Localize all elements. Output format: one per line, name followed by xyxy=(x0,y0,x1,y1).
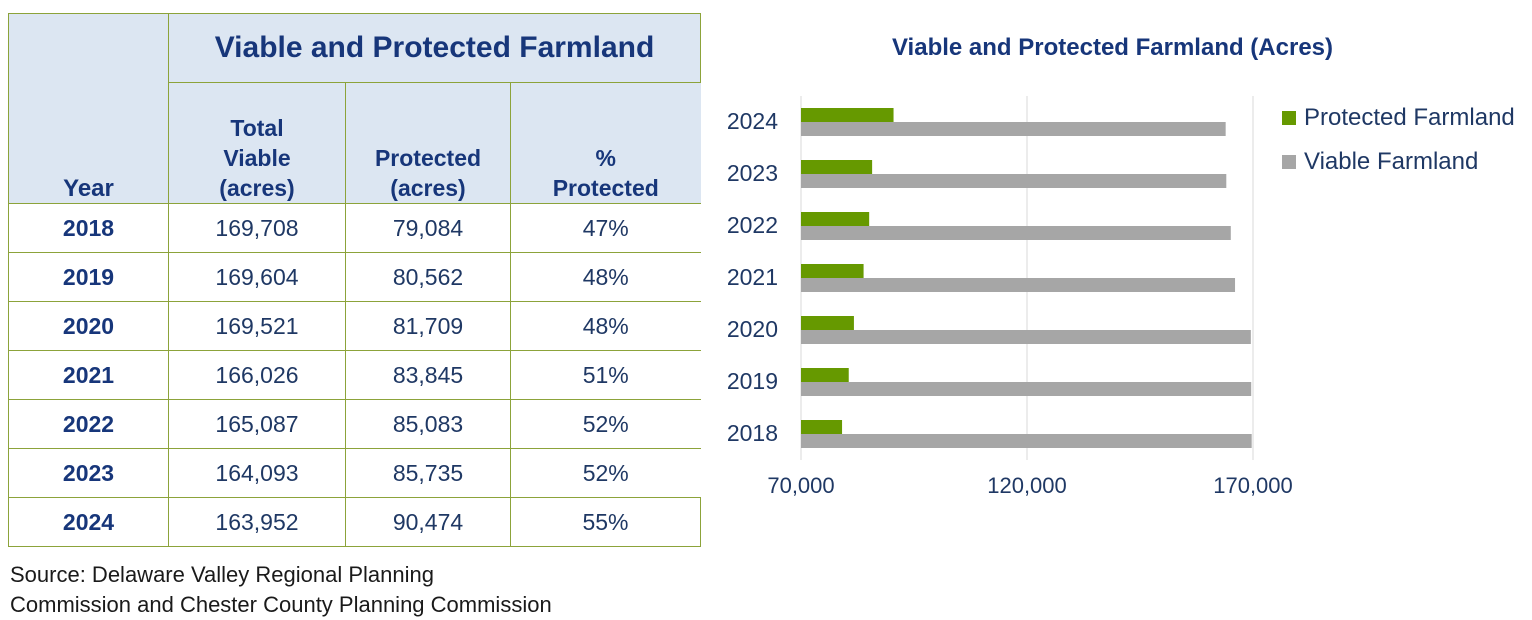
category-label: 2021 xyxy=(727,264,778,290)
table-row: 2022 165,087 85,083 52% xyxy=(8,399,701,449)
farmland-bar-chart: 2024 2023 2022 2021 2020 2019 2018 70,000 120,00… xyxy=(727,96,1293,498)
protected-cell: 79,084 xyxy=(345,203,511,253)
protected-bar xyxy=(801,420,843,434)
legend-item-viable: Viable Farmland xyxy=(1282,148,1478,176)
viable-bar xyxy=(801,122,1226,136)
legend-swatch-protected xyxy=(1282,111,1296,125)
x-tick-label: 170,000 xyxy=(1213,473,1293,498)
legend-item-protected: Protected Farmland xyxy=(1282,104,1515,132)
source-line-2: Commission and Chester County Planning C… xyxy=(10,592,552,617)
total-viable-cell: 163,952 xyxy=(168,497,346,547)
viable-bar xyxy=(801,434,1252,448)
x-tick-label: 120,000 xyxy=(987,473,1067,498)
protected-bar xyxy=(801,160,873,174)
source-line-1: Source: Delaware Valley Regional Plannin… xyxy=(10,562,434,587)
table-row: 2018 169,708 79,084 47% xyxy=(8,203,701,253)
protected-cell: 85,735 xyxy=(345,448,511,498)
farmland-table: Year Viable and Protected Farmland Total… xyxy=(8,13,701,547)
pct-protected-cell: 52% xyxy=(510,448,701,498)
protected-cell: 85,083 xyxy=(345,399,511,449)
pct-protected-cell: 48% xyxy=(510,252,701,302)
viable-bar xyxy=(801,278,1236,292)
protected-column-header: Protected (acres) xyxy=(345,82,511,204)
table-row: 2020 169,521 81,709 48% xyxy=(8,301,701,351)
protected-cell: 90,474 xyxy=(345,497,511,547)
table-row: 2023 164,093 85,735 52% xyxy=(8,448,701,498)
protected-cell: 81,709 xyxy=(345,301,511,351)
table-row: 2021 166,026 83,845 51% xyxy=(8,350,701,400)
year-cell: 2018 xyxy=(8,203,169,253)
protected-cell: 83,845 xyxy=(345,350,511,400)
legend-swatch-viable xyxy=(1282,155,1296,169)
protected-cell: 80,562 xyxy=(345,252,511,302)
total-viable-cell: 165,087 xyxy=(168,399,346,449)
total-viable-cell: 164,093 xyxy=(168,448,346,498)
pct-protected-column-header: % Protected xyxy=(510,82,701,204)
category-label: 2023 xyxy=(727,160,778,186)
total-viable-column-header: Total Viable (acres) xyxy=(168,82,346,204)
category-label: 2018 xyxy=(727,420,778,446)
protected-bar xyxy=(801,316,854,330)
total-viable-cell: 169,708 xyxy=(168,203,346,253)
pct-protected-cell: 48% xyxy=(510,301,701,351)
category-label: 2019 xyxy=(727,368,778,394)
x-tick-label: 70,000 xyxy=(767,473,834,498)
total-viable-cell: 166,026 xyxy=(168,350,346,400)
farmland-table-container: Year Viable and Protected Farmland Total… xyxy=(8,13,701,547)
pct-protected-cell: 55% xyxy=(510,497,701,547)
year-cell: 2021 xyxy=(8,350,169,400)
table-group-header: Viable and Protected Farmland xyxy=(168,13,701,83)
table-row: 2019 169,604 80,562 48% xyxy=(8,252,701,302)
total-viable-cell: 169,604 xyxy=(168,252,346,302)
legend-label-protected: Protected Farmland xyxy=(1304,104,1515,131)
total-viable-cell: 169,521 xyxy=(168,301,346,351)
year-cell: 2023 xyxy=(8,448,169,498)
viable-bar xyxy=(801,330,1251,344)
year-cell: 2022 xyxy=(8,399,169,449)
protected-bar xyxy=(801,108,894,122)
viable-bar xyxy=(801,174,1227,188)
table-row: 2024 163,952 90,474 55% xyxy=(8,497,701,547)
protected-bar xyxy=(801,212,870,226)
pct-protected-cell: 51% xyxy=(510,350,701,400)
chart-title: Viable and Protected Farmland (Acres) xyxy=(891,34,1334,61)
protected-bar xyxy=(801,264,864,278)
viable-bar xyxy=(801,382,1252,396)
year-cell: 2020 xyxy=(8,301,169,351)
year-cell: 2019 xyxy=(8,252,169,302)
category-label: 2020 xyxy=(727,316,778,342)
category-label: 2022 xyxy=(727,212,778,238)
pct-protected-cell: 52% xyxy=(510,399,701,449)
pct-protected-cell: 47% xyxy=(510,203,701,253)
viable-bar xyxy=(801,226,1231,240)
category-label: 2024 xyxy=(727,108,778,134)
year-cell: 2024 xyxy=(8,497,169,547)
source-note: Source: Delaware Valley Regional Plannin… xyxy=(10,560,552,620)
legend-label-viable: Viable Farmland xyxy=(1304,148,1479,175)
year-column-header: Year xyxy=(8,13,169,204)
protected-bar xyxy=(801,368,849,382)
